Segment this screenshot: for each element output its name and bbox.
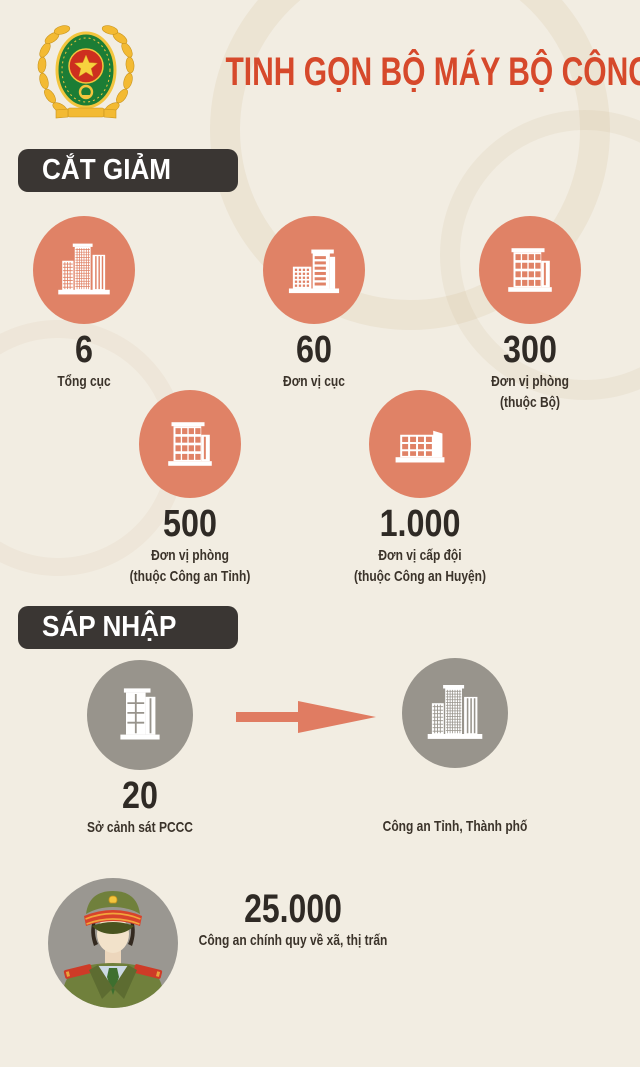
stat-cong-an-tinh-thanh-pho: Công an Tỉnh, Thành phố	[335, 658, 575, 837]
stat-label: Đơn vị phòng	[151, 546, 229, 564]
small-building-icon	[120, 688, 160, 740]
stat-circle	[33, 216, 135, 324]
stat-don-vi-phong-tinh: 500 Đơn vị phòng (thuộc Công an Tỉnh)	[70, 390, 310, 587]
stat-circle	[87, 660, 193, 770]
section-header-label: SÁP NHẬP	[42, 611, 177, 643]
stat-sublabel: (thuộc Bộ)	[500, 394, 560, 412]
skyscrapers-icon	[58, 243, 110, 295]
page-title-text: TINH GỌN BỘ MÁY BỘ CÔNG AN	[225, 50, 640, 94]
stat-circle	[139, 390, 241, 498]
right-arrow-icon	[236, 698, 378, 736]
wide-building-icon	[395, 430, 445, 463]
skyscrapers-icon	[427, 685, 483, 739]
police-officer-avatar	[48, 878, 178, 1008]
stat-label: Công an chính quy về xã, thị trấn	[198, 932, 388, 949]
section-header-label: CẮT GIẢM	[42, 154, 172, 186]
stat-value: 6	[75, 329, 93, 371]
office-building-icon	[508, 248, 552, 292]
stat-tong-cuc: 6 Tổng cục	[0, 216, 204, 392]
stat-label: Đơn vị phòng	[491, 372, 569, 390]
stat-label: Đơn vị cấp đội	[378, 546, 462, 564]
stat-circle	[479, 216, 581, 324]
two-buildings-icon	[288, 249, 340, 294]
stat-don-vi-phong-bo: 300 Đơn vị phòng (thuộc Bộ)	[410, 216, 640, 413]
section-header-sap-nhap: SÁP NHẬP	[18, 606, 238, 649]
stat-circle	[263, 216, 365, 324]
stat-value: 300	[503, 329, 557, 371]
stat-label: Đơn vị cục	[283, 372, 345, 390]
police-emblem-icon	[30, 22, 142, 120]
stat-don-vi-cap-doi: 1.000 Đơn vị cấp đội (thuộc Công an Huyệ…	[300, 390, 540, 587]
stat-label: Sở cảnh sát PCCC	[87, 818, 193, 836]
stat-label: Công an Tỉnh, Thành phố	[382, 818, 528, 835]
stat-so-canh-sat-pccc: 20 Sở cảnh sát PCCC	[20, 660, 260, 838]
footer-stat: 25.000 Công an chính quy về xã, thị trấn	[158, 888, 428, 951]
stat-value: 60	[296, 329, 332, 371]
stat-sublabel: (thuộc Công an Tỉnh)	[129, 568, 251, 586]
stat-value: 500	[163, 503, 217, 545]
stat-value: 1.000	[379, 503, 461, 545]
stat-circle	[402, 658, 508, 768]
page-title: TINH GỌN BỘ MÁY BỘ CÔNG AN	[146, 50, 640, 96]
stat-label: Tổng cục	[57, 372, 111, 390]
section-header-cat-giam: CẮT GIẢM	[18, 149, 238, 192]
stat-don-vi-cuc: 60 Đơn vị cục	[194, 216, 434, 392]
stat-value: 25.000	[244, 887, 342, 931]
stat-value: 20	[122, 775, 158, 817]
stat-circle	[369, 390, 471, 498]
office-building-icon	[168, 422, 212, 466]
stat-sublabel: (thuộc Công an Huyện)	[354, 568, 486, 586]
